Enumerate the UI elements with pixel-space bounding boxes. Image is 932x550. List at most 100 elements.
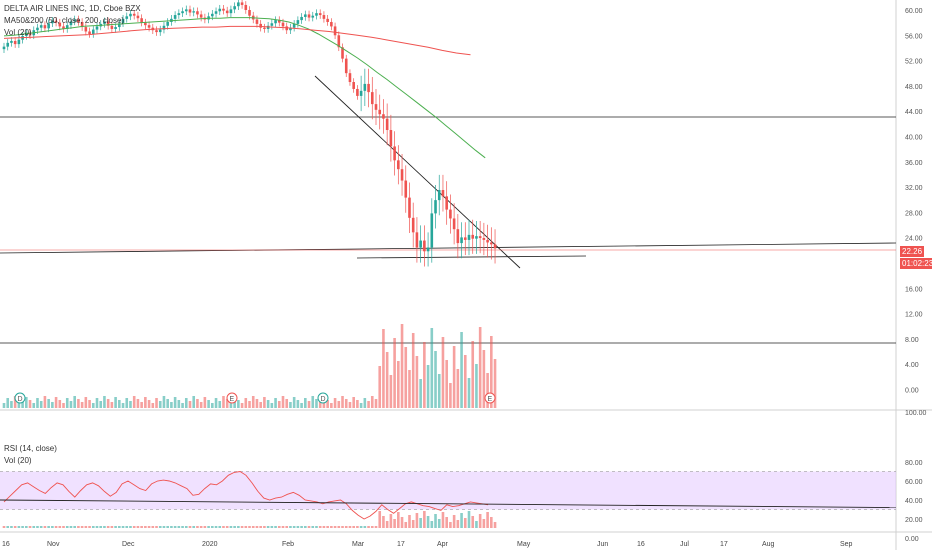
rsi-vol-study-label[interactable]: Vol (20) (4, 456, 32, 465)
candle-body (348, 73, 352, 83)
rsi-tick-label: 40.00 (905, 498, 923, 505)
candle-body (333, 26, 337, 36)
volume-bar (307, 401, 311, 408)
y-tick-label: 32.00 (905, 185, 923, 192)
volume-bar (452, 346, 456, 408)
volume-bar (203, 397, 207, 408)
rsi-trend-line (0, 499, 897, 509)
volume-bar (88, 400, 91, 408)
vol-study-label[interactable]: Vol (20) (4, 28, 32, 37)
candle-body (248, 10, 251, 16)
rsi-volume-bar (147, 526, 151, 528)
candle-body (225, 10, 229, 14)
candle-body (367, 83, 370, 93)
volume-bar (326, 400, 329, 408)
volume-bar (463, 355, 467, 408)
rsi-volume-bar (214, 526, 218, 528)
candle-body (88, 31, 91, 35)
candle-body (110, 25, 114, 29)
rsi-volume-bar (95, 526, 99, 528)
y-tick-label: 44.00 (905, 109, 923, 116)
rsi-volume-bar (341, 526, 344, 528)
candle-body (471, 234, 475, 239)
volume-bar (214, 398, 218, 408)
volume-bar (106, 399, 110, 408)
x-tick-label: Sep (840, 541, 853, 548)
candle-body (118, 23, 121, 28)
volume-bar (170, 402, 173, 408)
volume-bar (121, 403, 125, 408)
candle-body (456, 229, 460, 244)
rsi-volume-bar (144, 526, 147, 528)
volume-bar (114, 397, 117, 408)
volume-bar (13, 396, 17, 408)
volume-bar (341, 396, 344, 408)
rsi-volume-bar (207, 526, 210, 528)
rsi-volume-bar (28, 526, 32, 528)
rsi-tick-label: 20.00 (905, 517, 923, 524)
candle-body (326, 18, 329, 23)
rsi-volume-bar (77, 526, 80, 528)
rsi-volume-bar (158, 526, 162, 528)
candle-body (259, 23, 262, 28)
ma-study-label[interactable]: MA50&200 (50, close, 200, close) (4, 16, 125, 25)
rsi-volume-bar (47, 526, 50, 528)
rsi-tick-label: 0.00 (905, 536, 919, 543)
candle-body (237, 2, 240, 7)
volume-bar (415, 356, 419, 408)
volume-bar (21, 402, 24, 408)
rsi-volume-bar (411, 520, 415, 528)
x-tick-label: 17 (720, 541, 728, 548)
candle-body (389, 130, 393, 147)
candle-body (25, 32, 28, 36)
volume-bar (99, 401, 103, 408)
candle-body (233, 6, 236, 10)
rsi-volume-bar (330, 526, 333, 528)
rsi-volume-bar (486, 512, 489, 528)
volume-bar (285, 399, 289, 408)
y-tick-label: 12.00 (905, 312, 923, 319)
rsi-volume-bar (263, 526, 266, 528)
rsi-volume-bar (426, 516, 430, 528)
rsi-volume-bar (125, 526, 129, 528)
rsi-volume-bar (229, 526, 233, 528)
candle-body (411, 217, 415, 233)
volume-bar (192, 396, 196, 408)
candle-body (192, 11, 196, 13)
volume-bar (218, 401, 222, 408)
volume-bar (408, 370, 411, 408)
candle-body (103, 21, 106, 24)
candle-body (54, 20, 58, 23)
countdown-badge: 01:02:23 (900, 258, 932, 269)
rsi-volume-bar (13, 526, 17, 528)
rsi-volume-bar (222, 526, 225, 528)
volume-bar (58, 400, 62, 408)
x-tick-label: Dec (122, 541, 135, 548)
candle-body (419, 240, 422, 248)
rsi-volume-bar (281, 526, 285, 528)
rsi-study-label[interactable]: RSI (14, close) (4, 444, 57, 453)
volume-bar (374, 399, 378, 408)
candle-body (129, 13, 132, 17)
x-tick-label: Apr (437, 541, 449, 548)
volume-bar (211, 403, 214, 408)
volume-bar (367, 401, 370, 408)
rsi-volume-bar (296, 526, 300, 528)
volume-bar (311, 396, 315, 408)
volume-bar (411, 333, 415, 408)
volume-bar (25, 397, 28, 408)
volume-bar (6, 398, 10, 408)
rsi-volume-bar (370, 526, 374, 528)
candle-body (43, 25, 47, 29)
volume-bar (132, 396, 136, 408)
candle-body (277, 20, 281, 23)
x-tick-label: Feb (282, 541, 294, 548)
volume-bar (177, 400, 181, 408)
candle-body (441, 190, 445, 197)
volume-bar (370, 396, 374, 408)
rsi-volume-bar (344, 526, 348, 528)
rsi-volume-bar (151, 526, 155, 528)
volume-bar (69, 401, 73, 408)
candle-body (144, 22, 147, 26)
